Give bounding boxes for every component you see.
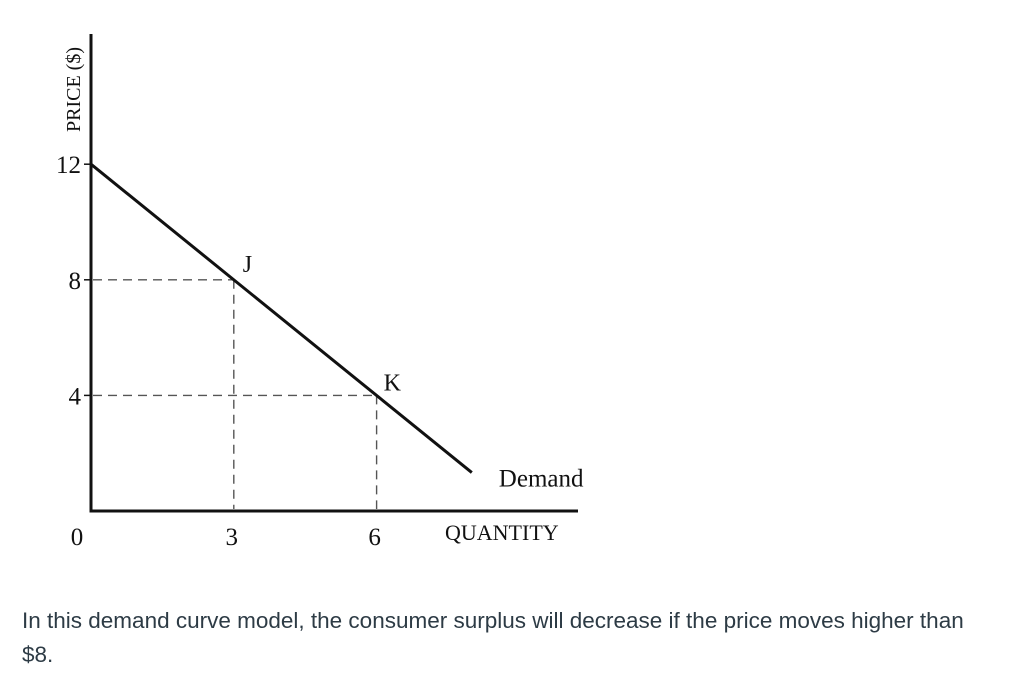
x-tick-label-6: 6 xyxy=(368,524,381,551)
y-axis-title: PRICE ($) xyxy=(63,47,85,132)
x-tick-label-0: 0 xyxy=(71,524,84,551)
dashed-guides xyxy=(93,279,378,509)
x-tick-label-3: 3 xyxy=(226,524,239,551)
x-axis-title: QUANTITY xyxy=(445,520,559,545)
caption-text: In this demand curve model, the consumer… xyxy=(22,608,964,667)
axes xyxy=(84,34,578,513)
point-label-J: J xyxy=(243,252,252,278)
chart-labels: 4 8 12 0 3 6 Demand J K QUANTITY PRICE ($) xyxy=(56,47,584,551)
y-tick-label-4: 4 xyxy=(69,383,82,410)
y-tick-label-8: 8 xyxy=(69,268,82,295)
demand-curve-group xyxy=(90,163,473,474)
series-label-demand: Demand xyxy=(499,466,584,493)
y-tick-label-12: 12 xyxy=(56,152,81,179)
demand-line xyxy=(90,163,473,474)
demand-chart: 4 8 12 0 3 6 Demand J K QUANTITY PRICE ($) xyxy=(56,34,584,551)
point-label-K: K xyxy=(384,370,402,396)
